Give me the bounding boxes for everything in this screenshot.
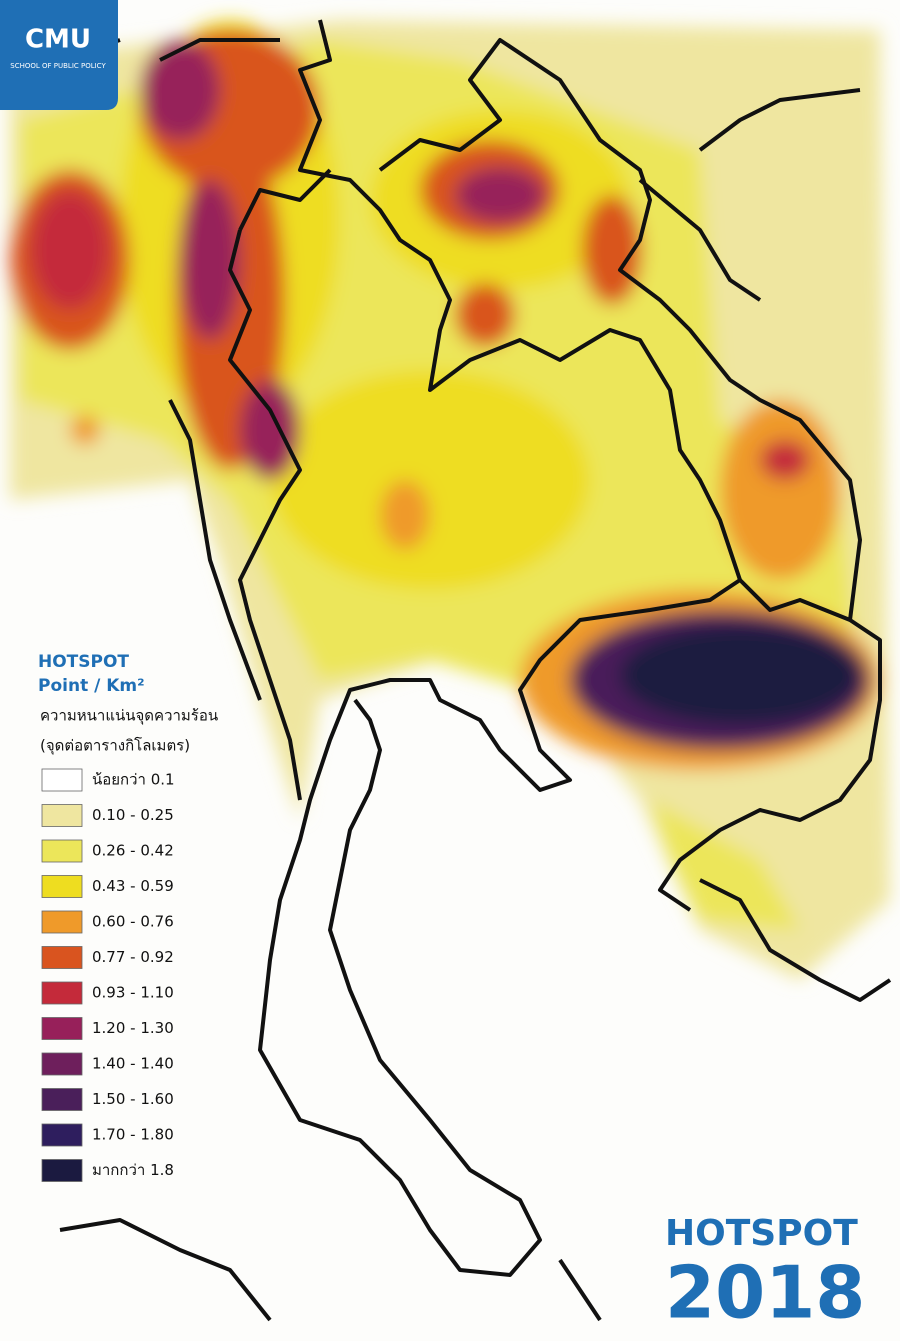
legend-label: 0.10 - 0.25	[92, 806, 174, 824]
legend-swatch	[41, 1088, 83, 1111]
legend-label: 1.20 - 1.30	[92, 1019, 174, 1037]
legend-swatch	[41, 1017, 83, 1040]
legend-unit: Point / Km²	[38, 676, 145, 696]
legend-swatch	[41, 1159, 83, 1182]
legend-label: มากกว่า 1.8	[92, 1161, 174, 1179]
legend-caption: (จุดต่อตารางกิโลเมตร)	[40, 737, 190, 756]
heat-layer	[10, 20, 890, 980]
legend-swatch	[41, 768, 83, 792]
legend-swatch	[41, 875, 83, 898]
legend-label: 1.50 - 1.60	[92, 1090, 174, 1108]
legend-label: 0.26 - 0.42	[92, 842, 174, 860]
legend-swatch	[41, 946, 83, 969]
legend-swatch	[41, 839, 83, 863]
legend-title: HOTSPOT	[38, 652, 129, 672]
logo-subtitle: SCHOOL OF PUBLIC POLICY	[10, 62, 106, 70]
legend-swatch	[41, 804, 83, 827]
legend-swatch	[41, 981, 83, 1005]
footer-title: HOTSPOT	[665, 1213, 858, 1254]
logo: CMU SCHOOL OF PUBLIC POLICY	[0, 0, 118, 110]
logo-box	[0, 0, 118, 110]
legend: น้อยกว่า 0.1 0.10 - 0.25 0.26 - 0.42 0.43 -…	[41, 768, 175, 1182]
legend-caption: ความหนาแน่นจุดความร้อน	[40, 707, 218, 726]
legend-label: 1.70 - 1.80	[92, 1126, 174, 1144]
legend-label: 1.40 - 1.40	[92, 1055, 174, 1073]
legend-label: น้อยกว่า 0.1	[92, 771, 175, 789]
logo-title: CMU	[25, 25, 91, 55]
legend-label: 0.43 - 0.59	[92, 877, 174, 895]
legend-swatch	[41, 1123, 83, 1147]
legend-label: 0.77 - 0.92	[92, 948, 174, 966]
legend-label: 0.93 - 1.10	[92, 984, 174, 1002]
legend-swatch	[41, 910, 83, 934]
legend-swatch	[41, 1052, 83, 1076]
footer-year: 2018	[665, 1251, 865, 1335]
legend-label: 0.60 - 0.76	[92, 913, 174, 931]
